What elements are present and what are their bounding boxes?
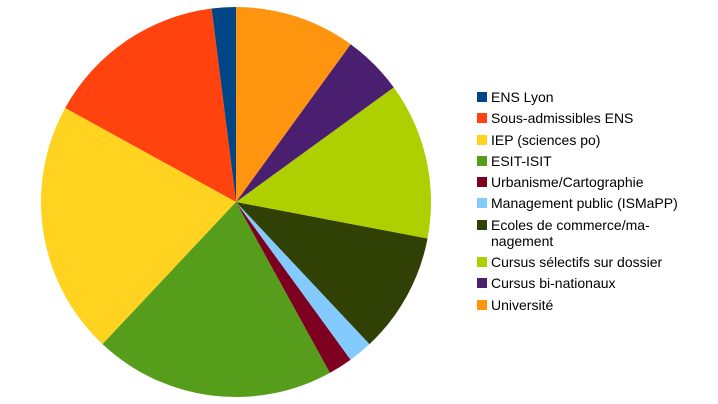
legend-entry: Urbanisme/Cartographie [477, 174, 712, 190]
pie-slice [236, 87, 431, 239]
legend-entry: Cursus bi-nationaux [477, 275, 712, 291]
legend-swatch [477, 219, 487, 230]
legend-entry: Ecoles de commerce/ma- nagement [477, 217, 712, 249]
legend-swatch [477, 299, 487, 310]
legend-entry: Management public (ISMaPP) [477, 195, 712, 211]
pie-slice [236, 44, 394, 203]
legend-swatch [477, 198, 487, 209]
legend-label: Sous-admissibles ENS [491, 110, 634, 127]
pie-slice [40, 108, 236, 345]
legend-label: Management public (ISMaPP) [491, 195, 678, 212]
legend-swatch [477, 278, 487, 289]
legend-swatch [477, 177, 487, 188]
legend-swatch [477, 257, 487, 268]
legend-label: ENS Lyon [491, 89, 554, 105]
legend-swatch [477, 113, 487, 124]
pie-slice [65, 8, 236, 203]
pie-area [40, 6, 431, 397]
legend-entry: IEP (sciences po) [477, 132, 712, 148]
legend-entry: ESIT-ISIT [477, 153, 712, 169]
legend-entry: Université [477, 297, 712, 313]
legend-entry: Sous-admissibles ENS [477, 110, 712, 126]
pie-slice [211, 7, 236, 202]
legend-label: Urbanisme/Cartographie [491, 174, 644, 191]
legend-label: Ecoles de commerce/ma- nagement [491, 216, 650, 249]
legend-entry: Cursus sélectifs sur dossier [477, 254, 712, 270]
legend-swatch [477, 92, 487, 102]
legend: ENS Lyon Sous-admissibles ENS IEP (science… [477, 89, 712, 318]
legend-entry: ENS Lyon [477, 89, 712, 105]
legend-label: IEP (sciences po) [491, 131, 601, 148]
legend-swatch [477, 155, 487, 166]
legend-label: ESIT-ISIT [491, 152, 552, 169]
legend-label: Cursus bi-nationaux [491, 275, 616, 292]
legend-label: Université [491, 296, 554, 313]
pie-slice [102, 202, 330, 397]
legend-label: Cursus sélectifs sur dossier [491, 254, 663, 271]
legend-swatch [477, 134, 487, 145]
pie-slice [236, 202, 428, 345]
pie-slice [236, 202, 370, 360]
pie-slice [236, 6, 351, 202]
pie-slice [236, 202, 351, 373]
